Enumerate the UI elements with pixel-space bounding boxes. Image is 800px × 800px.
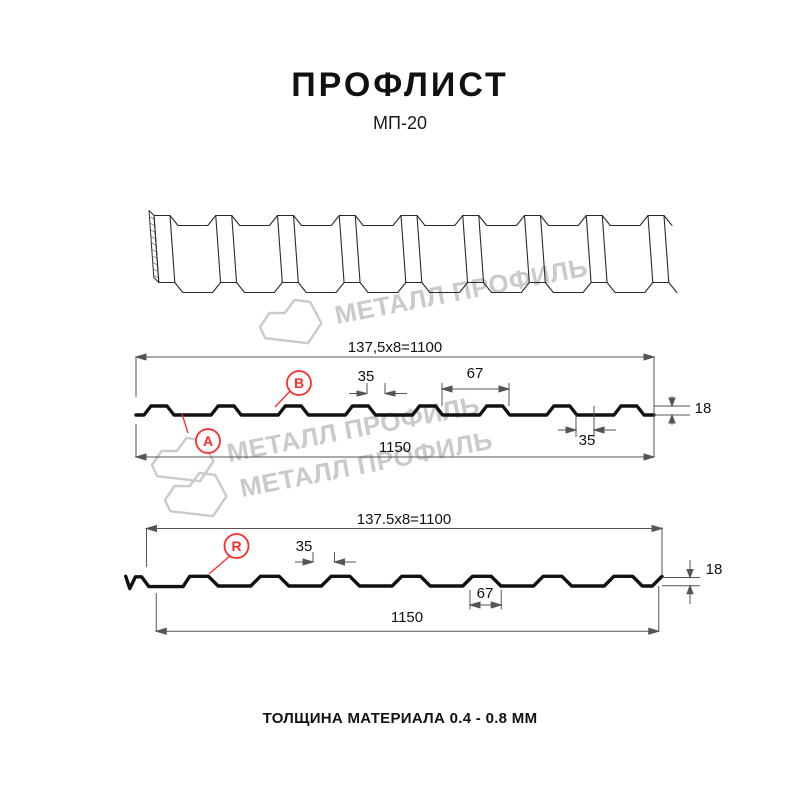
svg-text:35: 35 — [296, 538, 313, 555]
svg-text:137.5x8=1100: 137.5x8=1100 — [357, 511, 451, 528]
svg-text:R: R — [231, 538, 241, 554]
svg-text:1150: 1150 — [391, 609, 423, 626]
svg-text:18: 18 — [706, 561, 723, 578]
svg-text:67: 67 — [477, 585, 494, 602]
